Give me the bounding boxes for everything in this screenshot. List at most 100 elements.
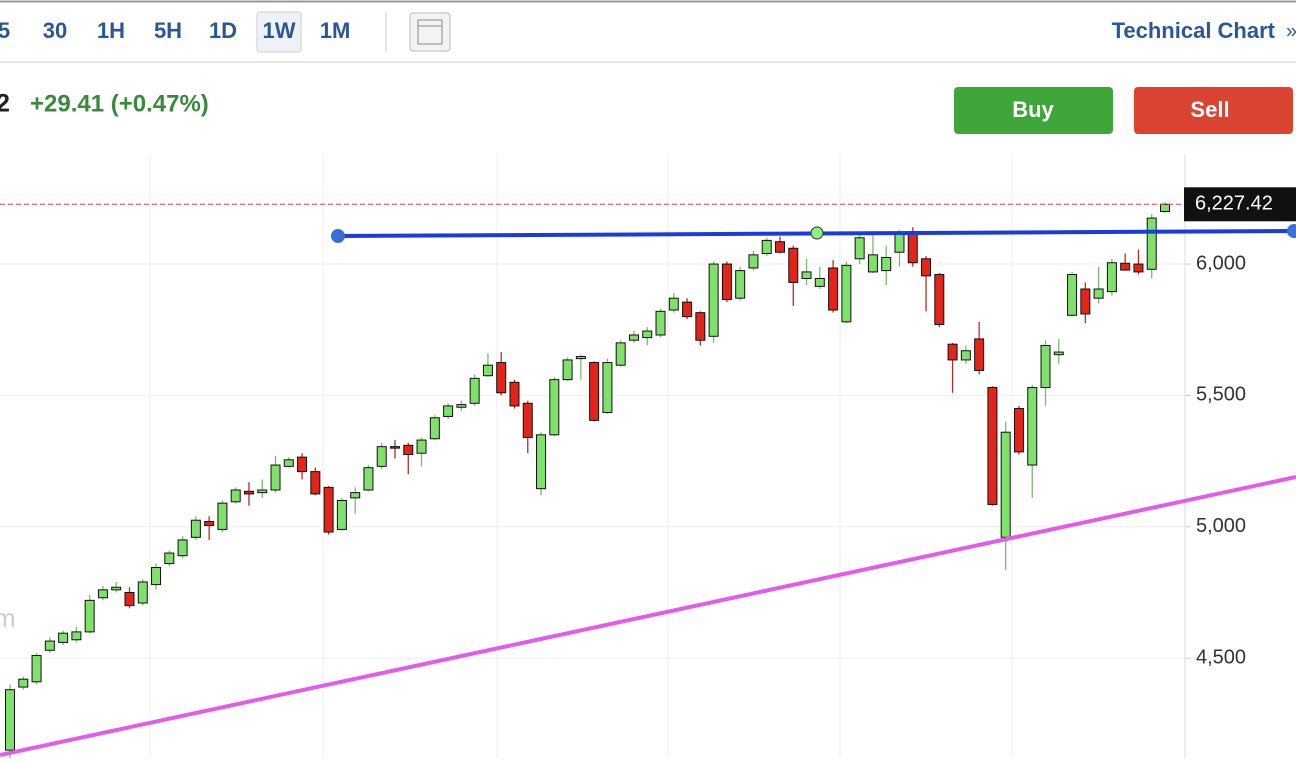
candle-body [403,444,414,456]
sell-label[interactable]: Sell [1190,97,1229,122]
layout-button[interactable] [409,12,451,52]
candle-body [5,689,15,751]
technical-chart-link[interactable]: Technical Chart [1112,18,1276,43]
buy-button[interactable] [954,87,1113,134]
interval-button[interactable]: 1M [320,18,351,43]
candle-body [602,362,613,413]
candle-body [695,312,706,341]
support-line[interactable] [0,475,1296,757]
sell-button[interactable] [1134,87,1293,134]
candle-body [1120,262,1131,271]
candle-body [31,655,42,683]
candle-body [323,486,334,533]
y-tick-label: 5,500 [1196,384,1246,406]
interval-button[interactable]: 5H [154,18,182,43]
candle-body [960,350,971,361]
candle-body [257,489,268,494]
candle-body [1013,408,1024,453]
candle-body [97,589,108,599]
candle-body [801,271,812,279]
candle-body [867,254,878,273]
candle-body [934,274,945,325]
y-tick-label: 4,500 [1196,646,1246,668]
candle-body [921,258,932,277]
candle-body [1160,203,1170,212]
candle-body [708,263,719,337]
price-change: +29.41 (+0.47%) [30,90,209,117]
candle-body [350,492,361,499]
candle-body [814,277,825,287]
candle-body [111,586,122,591]
active-interval-bg[interactable] [256,11,302,53]
last-price-box [1184,187,1296,222]
trend-handle[interactable] [331,229,345,243]
candle-body [310,471,321,495]
candle-body [429,417,440,440]
last-price-fragment: 2 [0,90,10,118]
interval-button[interactable]: 30 [43,18,67,43]
candle-body [151,567,162,586]
interval-button[interactable]: 1W [263,18,296,43]
plot: 4,500 5,000 5,500 6,000 6,227.42 [0,187,1296,758]
candle-body [270,464,281,491]
candle-body [788,247,799,283]
candle-body [987,387,998,505]
candle-body [44,640,55,651]
y-tick-label: 5,000 [1196,515,1246,537]
more-arrow[interactable]: » [1286,20,1296,42]
candle-body [775,241,785,253]
interval-button[interactable]: 5 [0,18,10,43]
candle-body [907,232,918,264]
candle-body [363,467,374,491]
candle-body [283,459,294,467]
candle-body [735,270,746,299]
buy-label[interactable]: Buy [1012,97,1054,122]
candle-body [881,256,892,272]
candle-body [947,343,958,361]
interval-button[interactable]: 1D [209,18,237,43]
candle-body [482,364,493,377]
candle-body [1027,387,1038,466]
trend-handle[interactable] [1287,224,1296,238]
candle-body [974,338,985,371]
candle-body [243,490,254,495]
candle-body [655,310,666,336]
candle-body [164,552,175,565]
candle-body [124,591,135,607]
last-price-label: 6,227.42 [1195,193,1273,215]
candle-body [496,362,507,394]
interval-button[interactable]: 1H [97,18,125,43]
candle-body [84,599,95,633]
candle-body [177,539,188,557]
candle-body [376,446,387,467]
candle-body [894,233,905,253]
candle-body [549,379,560,436]
candle-body [217,502,228,530]
candle-body [575,356,586,360]
candle-body [1040,344,1051,389]
candle-body [628,334,639,341]
candle-body [509,381,520,407]
candle-body [443,405,454,417]
candle-body [1133,263,1144,273]
candle-body [1080,288,1091,315]
candle-body [297,456,308,473]
candle-body [841,264,852,323]
trend-handle[interactable] [810,226,824,240]
candle-body [1067,274,1078,316]
candle-body [1093,288,1104,299]
candle-body [562,359,573,381]
candle-body [642,330,653,339]
layout-icon [417,19,443,45]
candle-body [390,446,400,449]
vertical-grid [149,155,1013,758]
candle-body [456,404,467,408]
candle-body [615,342,626,366]
candle-body [1000,431,1011,538]
candle-body [854,237,865,260]
candle-body [190,519,201,538]
candle-body [668,297,679,311]
candle-body [1053,351,1064,356]
